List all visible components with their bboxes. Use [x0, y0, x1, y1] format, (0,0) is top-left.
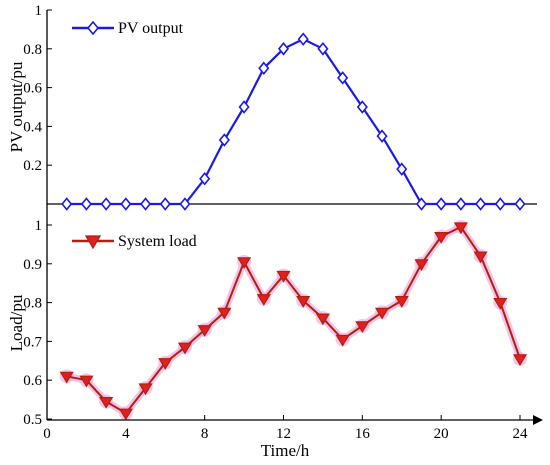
system-load-point: [493, 298, 508, 310]
legend-load: System load: [72, 233, 197, 250]
top-y-tick-label: 0.2: [23, 158, 42, 174]
pv-output-point: [61, 197, 73, 211]
pv-output-point: [396, 162, 408, 176]
pv-output-point: [376, 129, 388, 143]
legend-pv-label: PV output: [118, 20, 184, 37]
legend-pv-diamond-icon: [86, 20, 100, 36]
x-axis-title: Time/h: [261, 441, 310, 460]
system-load-point: [59, 371, 74, 384]
pv-output-point: [494, 197, 506, 211]
bottom-y-tick-label: 0.9: [23, 257, 42, 273]
series-lines-layer: [66, 37, 521, 415]
pv-output-point: [80, 197, 92, 211]
pv-output-point: [140, 197, 152, 211]
system-load-point: [473, 251, 488, 264]
system-load-point: [256, 294, 271, 306]
pv-output-point: [258, 61, 270, 75]
pv-output-point: [514, 197, 526, 211]
system-load-point: [217, 307, 232, 320]
system-load-point: [237, 257, 252, 270]
system-load-halo: [63, 223, 524, 417]
top-y-tick-label: 0.6: [23, 81, 42, 97]
pv-output-point: [218, 133, 230, 147]
system-load-point: [315, 313, 330, 326]
top-y-tick-label: 0.4: [23, 119, 42, 135]
bottom-y-tick-label: 0.5: [23, 412, 42, 428]
system-load-point: [414, 259, 429, 271]
x-axis-arrow-icon: [533, 415, 543, 425]
bottom-y-tick-label: 0.8: [23, 296, 42, 312]
x-tick-label: 4: [122, 426, 130, 442]
pv-output-point: [415, 197, 427, 211]
system-load-series-line: [66, 225, 521, 415]
bottom-y-tick-label: 1: [35, 218, 43, 234]
system-load-point: [296, 296, 311, 308]
pv-output-point: [475, 197, 487, 211]
system-load-point: [453, 222, 468, 235]
top-y-tick-label: 1: [35, 3, 43, 19]
legend-load-triangle-icon: [84, 235, 102, 250]
pv-output-point: [179, 197, 191, 211]
pv-output-point: [435, 197, 447, 211]
pv-output-point: [159, 197, 171, 211]
pv-output-point: [356, 100, 368, 114]
x-tick-label: 16: [355, 426, 371, 442]
system-load-point: [355, 321, 370, 334]
legend-pv: PV output: [72, 20, 184, 37]
top-y-tick-label: 0.8: [23, 42, 42, 58]
system-load-point: [79, 375, 94, 388]
axes-layer: 1 0.8 0.6 0.4 0.2 1 0.9 0.8 0.7 0.6 0.50 4 8 12 16 20 24: [23, 3, 543, 442]
system-load-point: [197, 325, 212, 337]
bottom-y-tick-label: 0.6: [23, 373, 42, 389]
pv-output-series-line: [66, 37, 520, 206]
bottom-y-axis-title: Load/pu: [7, 294, 26, 351]
system-load-point: [118, 408, 133, 421]
top-y-axis-title: PV output/pu: [7, 61, 26, 152]
bottom-y-tick-label: 0.7: [23, 334, 42, 350]
x-tick-label: 8: [201, 426, 209, 442]
system-load-point: [512, 354, 528, 367]
pv-output-point: [120, 197, 132, 211]
x-tick-label: 12: [276, 426, 291, 442]
x-tick-label: 0: [43, 426, 51, 442]
pv-output-point: [277, 42, 290, 56]
system-load-point: [374, 307, 390, 320]
pv-output-point: [317, 42, 329, 56]
system-load-point: [158, 358, 173, 370]
pv-output-point: [337, 71, 349, 85]
system-load-point: [177, 342, 193, 355]
legend-load-label: System load: [118, 233, 197, 250]
series-markers-layer: [59, 32, 528, 421]
system-load-point: [276, 270, 291, 283]
pv-output-point: [455, 197, 467, 211]
pv-output-point: [297, 32, 309, 46]
pv-output-point: [199, 172, 211, 186]
x-tick-label: 24: [513, 426, 529, 442]
system-load-point: [394, 296, 409, 308]
x-tick-label: 20: [434, 426, 449, 442]
pv-output-point: [238, 100, 250, 114]
system-load-point: [138, 383, 153, 396]
system-load-point: [335, 334, 350, 347]
pv-output-point: [100, 197, 112, 211]
system-load-point: [99, 396, 114, 409]
system-load-point: [434, 232, 449, 244]
